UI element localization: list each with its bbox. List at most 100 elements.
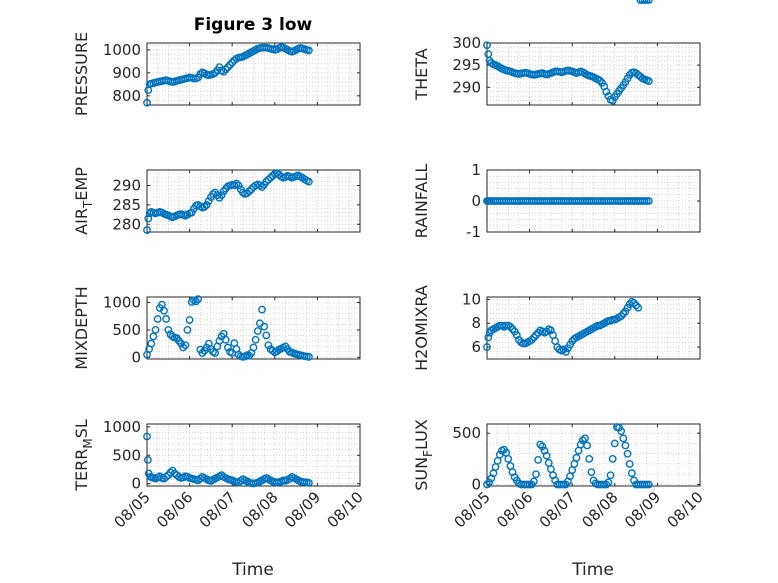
data-point <box>224 63 232 72</box>
data-point <box>583 441 592 450</box>
data-point <box>187 208 196 217</box>
data-point <box>234 181 243 190</box>
y-axis-label: RAINFALL <box>412 164 431 239</box>
subplot-rainfall: -1 0 1 RAINFALL <box>412 161 701 241</box>
data-point <box>253 327 262 335</box>
data-point <box>143 455 152 464</box>
data-point <box>602 87 611 96</box>
subplot-mixdepth: 0 500 1000 MIXDEPTH <box>72 286 361 370</box>
data-point <box>484 333 493 342</box>
data-point <box>625 460 634 468</box>
data-point <box>585 454 594 463</box>
data-point <box>634 303 643 312</box>
data-point <box>608 454 617 463</box>
data-point <box>185 316 194 324</box>
y-tick-label: 295 <box>452 56 481 74</box>
x-tick-label: 08/06 <box>493 488 536 531</box>
data-point <box>204 197 213 205</box>
data-point <box>644 480 653 489</box>
data-point <box>243 189 252 198</box>
data-point <box>630 476 638 485</box>
data-point <box>578 436 587 445</box>
axes-box <box>146 42 361 106</box>
data-point <box>226 60 234 69</box>
data-point <box>162 472 171 481</box>
data-point <box>162 315 171 323</box>
data-point <box>202 343 211 352</box>
data-point <box>485 478 494 487</box>
data-point <box>177 339 185 348</box>
y-tick-label: -1 <box>466 223 481 241</box>
data-point <box>147 339 156 348</box>
subplot-pressure: 800 900 1000 PRESSURE <box>72 32 361 116</box>
data-point <box>623 449 632 458</box>
data-point <box>644 197 653 205</box>
x-tick-label: 08/06 <box>153 488 196 531</box>
data-point <box>581 434 589 443</box>
data-point <box>232 179 241 188</box>
data-point <box>143 226 151 234</box>
data-point <box>251 335 260 344</box>
data-point <box>247 185 256 194</box>
data-point <box>621 441 630 450</box>
y-tick-label: 500 <box>112 446 141 464</box>
y-tick-label: 1000 <box>103 293 141 311</box>
y-tick-label: 900 <box>112 64 141 82</box>
y-tick-label: 1000 <box>103 418 141 436</box>
subplot-theta: 290 295 300 THETA <box>412 34 701 106</box>
data-point <box>264 341 273 350</box>
y-axis-label: THETA <box>412 48 431 100</box>
data-point <box>264 175 273 184</box>
axes-box <box>146 296 361 360</box>
data-point <box>217 191 226 200</box>
data-point <box>224 343 232 352</box>
data-point <box>258 183 266 191</box>
data-point <box>153 315 162 323</box>
data-point <box>221 65 230 74</box>
x-tick-label: 08/07 <box>536 488 579 531</box>
data-point <box>538 442 547 451</box>
data-point <box>179 343 188 352</box>
y-tick-label: 0 <box>471 192 481 210</box>
data-point <box>249 343 258 352</box>
data-point <box>166 468 175 477</box>
y-tick-label: 6 <box>471 338 481 356</box>
figure-title: Figure 3 low <box>194 15 313 35</box>
data-point <box>551 476 560 485</box>
y-axis-label: MIXDEPTH <box>72 286 91 369</box>
data-point <box>619 434 628 443</box>
data-point <box>260 322 269 331</box>
data-point <box>245 187 254 196</box>
y-tick-label: 10 <box>462 290 481 308</box>
data-series <box>143 432 313 488</box>
data-point <box>160 306 168 315</box>
y-tick-label: 8 <box>471 314 481 332</box>
subplot-terr-msl: 0 500 1000 08/05 08/06 08/07 08/08 08/09 08/10 TE… <box>72 418 367 532</box>
data-point <box>483 41 491 50</box>
data-series <box>143 43 313 107</box>
data-point <box>604 478 613 487</box>
data-point <box>143 98 151 107</box>
x-tick-label: 08/08 <box>578 488 621 531</box>
axes-box <box>486 296 701 360</box>
x-tick-label: 08/10 <box>664 488 707 531</box>
data-point <box>258 305 266 314</box>
data-point <box>542 451 551 460</box>
y-tick-label: 500 <box>112 321 141 339</box>
data-series <box>483 41 653 105</box>
data-point <box>151 326 160 334</box>
data-series <box>143 169 313 234</box>
y-tick-label: 0 <box>131 475 141 493</box>
data-point <box>483 480 491 489</box>
data-point <box>211 349 220 357</box>
data-series <box>143 295 313 361</box>
data-point <box>144 214 153 223</box>
data-point <box>262 177 271 186</box>
data-point <box>183 326 192 334</box>
y-axis-label: TERRMSL <box>72 419 95 492</box>
x-tick-label: 08/08 <box>238 488 281 531</box>
y-tick-label: 290 <box>112 177 141 195</box>
x-axis-label-right: Time <box>571 560 614 580</box>
